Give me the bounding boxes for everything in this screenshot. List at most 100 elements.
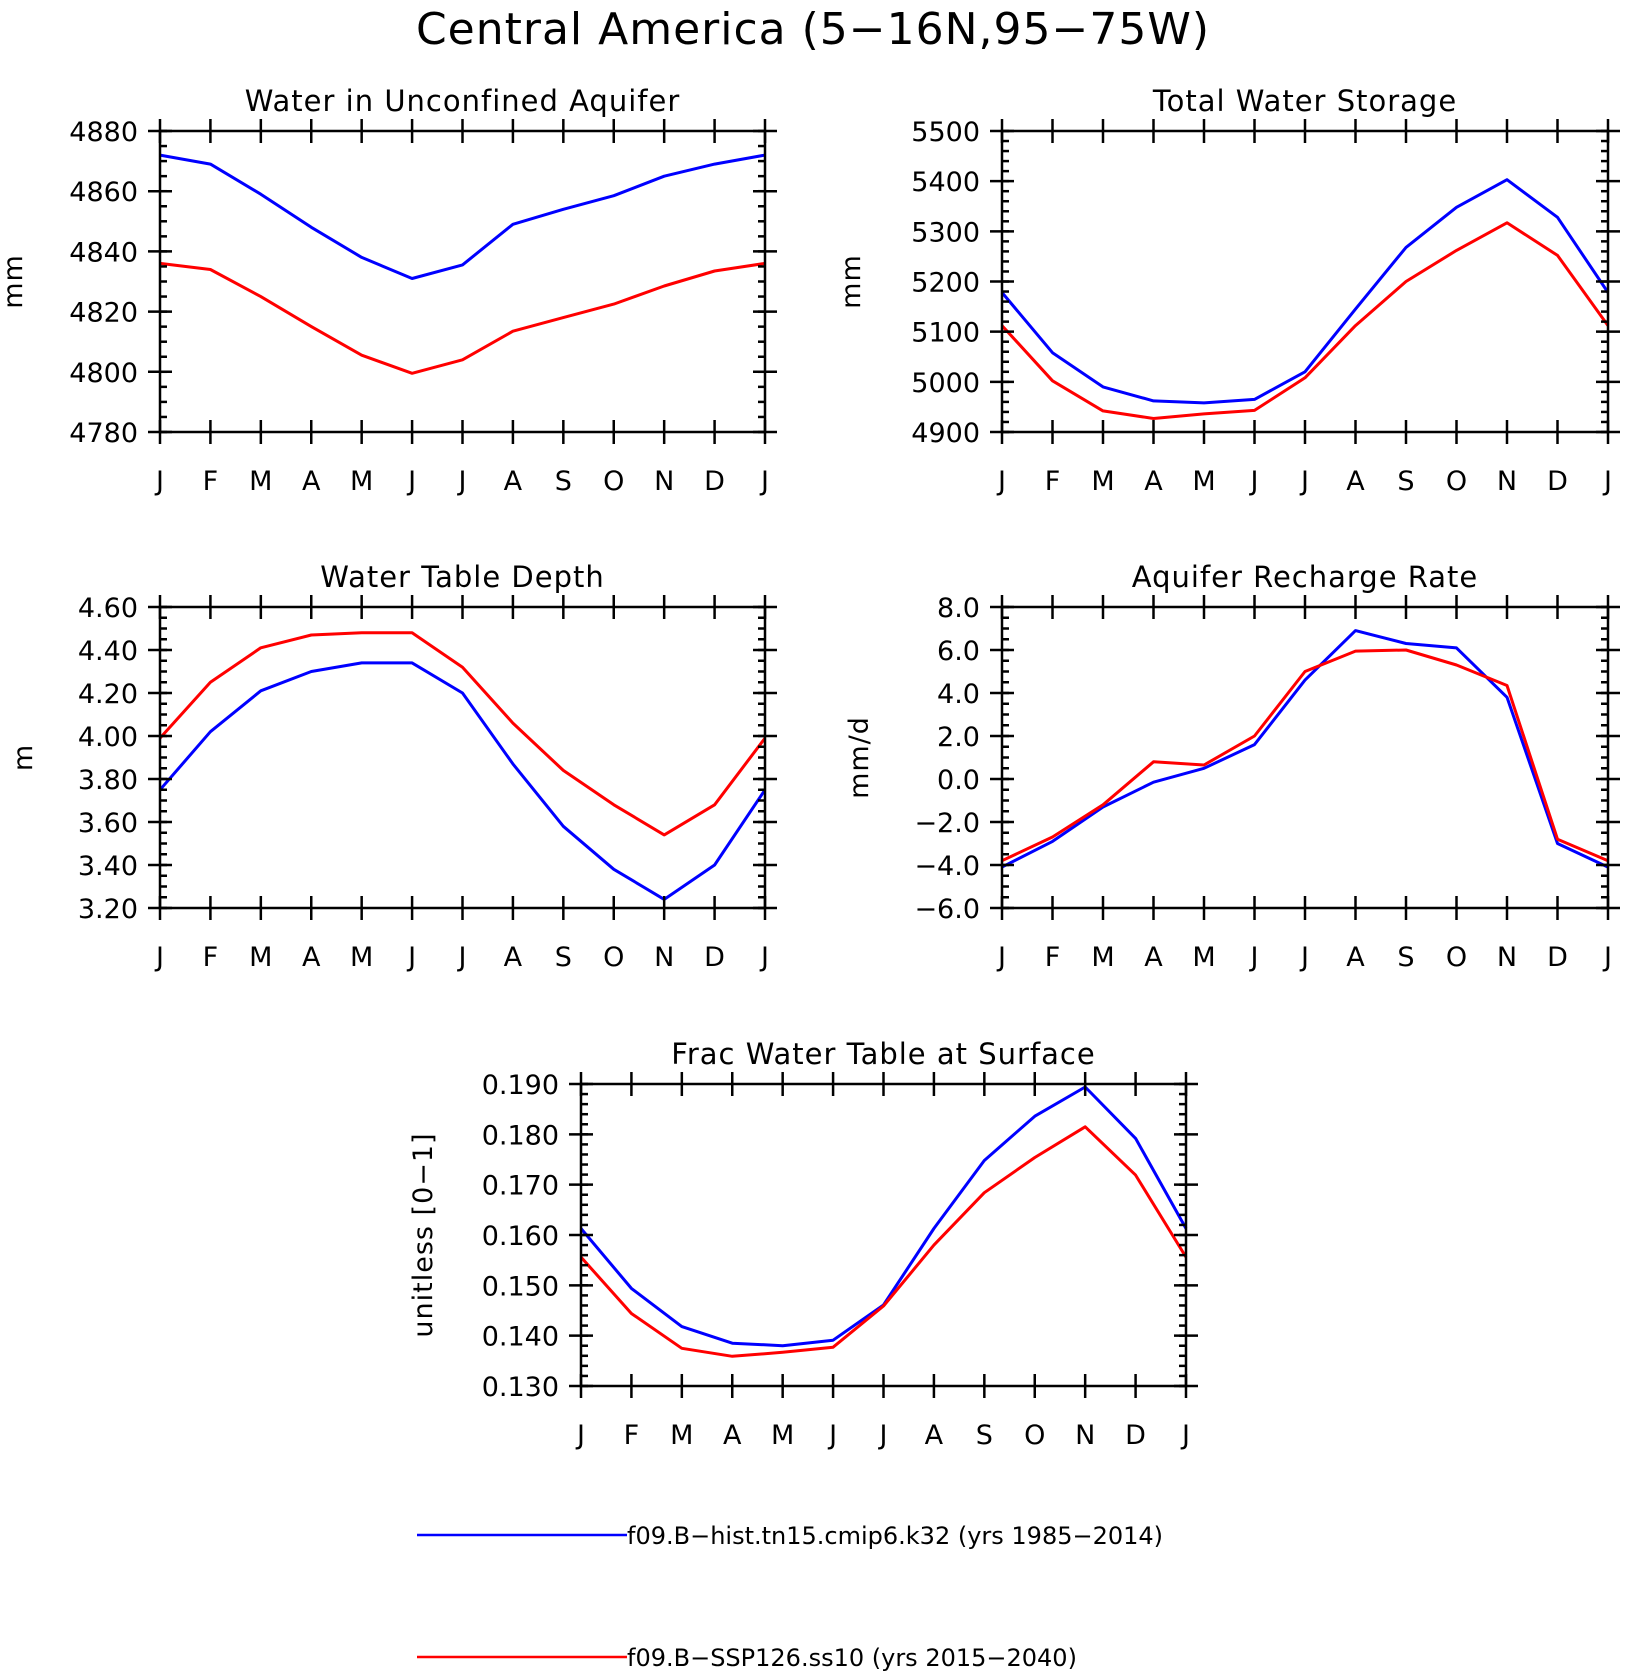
y-tick-label: 5000: [911, 368, 980, 399]
x-tick-label: O: [1024, 1420, 1045, 1451]
x-tick-label: D: [1125, 1420, 1146, 1451]
series-line-ssp: [1000, 221, 1610, 420]
x-tick-label: S: [555, 942, 572, 973]
panel-title: Aquifer Recharge Rate: [1132, 560, 1479, 594]
x-tick-label: J: [1249, 942, 1259, 973]
y-tick-label: 0.180: [482, 1120, 559, 1151]
x-tick-label: N: [654, 466, 674, 497]
y-tick-label: 4.00: [78, 722, 138, 753]
y-tick-label: −6.0: [914, 894, 980, 925]
y-tick-label: 6.0: [937, 636, 980, 667]
x-tick-label: A: [1346, 466, 1365, 497]
series-line-ssp: [579, 1125, 1188, 1358]
x-tick-label: O: [1446, 466, 1467, 497]
x-tick-label: M: [350, 942, 373, 973]
y-tick-label: 4900: [911, 418, 980, 449]
x-tick-label: J: [154, 466, 164, 497]
x-tick-label: M: [1192, 942, 1215, 973]
x-tick-label: J: [575, 1420, 585, 1451]
x-tick-label: J: [1602, 466, 1612, 497]
y-tick-label: 4840: [69, 237, 138, 268]
x-tick-label: O: [603, 942, 624, 973]
y-axis-label: m: [8, 744, 39, 771]
x-tick-label: F: [1045, 466, 1061, 497]
x-tick-label: N: [1497, 466, 1517, 497]
x-tick-label: J: [1249, 466, 1259, 497]
panel-title: Water in Unconfined Aquifer: [245, 84, 681, 118]
y-tick-label: 4.40: [78, 636, 138, 667]
x-tick-label: J: [457, 466, 467, 497]
x-tick-label: J: [154, 942, 164, 973]
series-line-hist: [1000, 178, 1610, 405]
x-tick-label: M: [249, 942, 272, 973]
y-tick-label: 3.60: [78, 808, 138, 839]
y-tick-label: 5500: [911, 117, 980, 148]
y-tick-label: 5300: [911, 217, 980, 248]
plot-frame: [1000, 129, 1610, 434]
legend: f09.B−hist.tn15.cmip6.k32 (yrs 1985−2014…: [417, 1522, 1163, 1672]
y-tick-label: 0.140: [482, 1322, 559, 1353]
x-tick-label: N: [654, 942, 674, 973]
x-tick-label: N: [1497, 942, 1517, 973]
panel-title: Water Table Depth: [320, 560, 605, 594]
x-tick-label: J: [996, 466, 1006, 497]
x-tick-label: F: [1045, 942, 1061, 973]
y-axis-label: mm: [836, 254, 867, 309]
x-tick-label: J: [759, 942, 769, 973]
y-tick-label: −2.0: [914, 808, 980, 839]
x-tick-label: D: [1547, 466, 1568, 497]
y-tick-label: 2.0: [937, 722, 980, 753]
figure-title: Central America (5−16N,95−75W): [416, 4, 1210, 55]
y-tick-label: 3.80: [78, 765, 138, 796]
y-tick-label: 3.40: [78, 851, 138, 882]
y-tick-label: −4.0: [914, 851, 980, 882]
x-tick-label: M: [670, 1420, 693, 1451]
legend-label-hist: f09.B−hist.tn15.cmip6.k32 (yrs 1985−2014…: [627, 1522, 1163, 1550]
x-tick-label: S: [1397, 466, 1414, 497]
series-line-hist: [159, 153, 766, 280]
x-tick-label: J: [1180, 1420, 1190, 1451]
x-tick-label: J: [1602, 942, 1612, 973]
x-tick-label: A: [925, 1420, 944, 1451]
panel-title: Frac Water Table at Surface: [671, 1037, 1095, 1071]
x-tick-label: F: [203, 942, 219, 973]
y-tick-label: 3.20: [78, 894, 138, 925]
y-tick-label: 0.170: [482, 1171, 559, 1202]
y-tick-label: 4.0: [937, 679, 980, 710]
y-axis-label: mm: [0, 254, 29, 309]
x-tick-label: M: [350, 466, 373, 497]
x-tick-label: A: [504, 942, 523, 973]
x-tick-label: S: [1397, 942, 1414, 973]
y-tick-label: 5200: [911, 268, 980, 299]
x-tick-label: A: [302, 942, 321, 973]
x-tick-label: A: [302, 466, 321, 497]
x-tick-label: A: [723, 1420, 742, 1451]
x-tick-label: M: [1192, 466, 1215, 497]
x-tick-label: J: [406, 942, 416, 973]
x-tick-label: A: [1144, 942, 1163, 973]
series-line-hist: [1001, 629, 1609, 869]
series-line-ssp: [1001, 648, 1609, 863]
x-tick-label: M: [1091, 942, 1114, 973]
panel-title: Total Water Storage: [1152, 84, 1457, 118]
y-tick-label: 8.0: [937, 593, 980, 624]
x-tick-label: S: [976, 1420, 993, 1451]
x-tick-label: O: [603, 466, 624, 497]
y-tick-label: 4880: [69, 117, 138, 148]
y-axis-label: unitless [0−1]: [408, 1132, 439, 1337]
y-tick-label: 0.130: [482, 1372, 559, 1403]
x-tick-label: A: [504, 466, 523, 497]
x-tick-label: J: [1299, 466, 1309, 497]
x-tick-label: J: [827, 1420, 837, 1451]
y-tick-label: 0.150: [482, 1271, 559, 1302]
y-tick-label: 4860: [69, 177, 138, 208]
x-tick-label: A: [1346, 942, 1365, 973]
x-tick-label: J: [406, 466, 416, 497]
x-tick-label: J: [1299, 942, 1309, 973]
x-tick-label: F: [624, 1420, 640, 1451]
